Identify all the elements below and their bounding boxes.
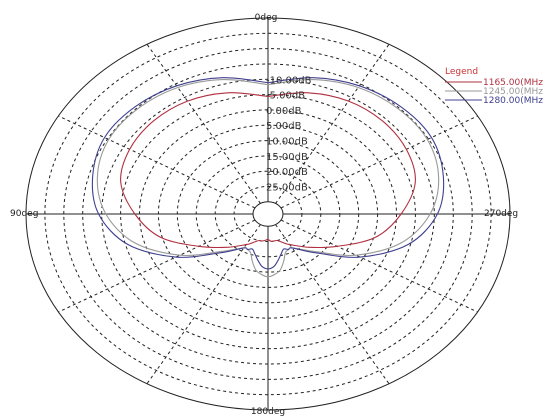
legend-title: Legend	[445, 67, 478, 77]
legend-entry: 1165.00(MHz	[483, 78, 543, 88]
series-line	[120, 92, 416, 249]
grid-spoke	[280, 219, 478, 313]
grid-spoke	[58, 115, 256, 209]
grid-spoke	[275, 44, 390, 204]
radial-tick-label: 10.00dB	[266, 137, 308, 148]
series-line	[91, 77, 445, 270]
radial-tick-label: -5.00dB	[266, 91, 305, 102]
angle-label-top: 0deg	[255, 13, 278, 23]
grid-spoke	[275, 224, 390, 384]
legend-entry: 1280.00(MHz	[483, 96, 543, 106]
radial-tick-label: -10.00dB	[266, 75, 312, 86]
radial-tick-labels: -10.00dB -5.00dB 0.00dB 5.00dB 10.00dB 15.00d…	[266, 75, 312, 193]
grid-ring	[252, 201, 284, 227]
angle-label-bottom: 180deg	[251, 407, 285, 417]
radial-tick-label: 0.00dB	[266, 106, 302, 117]
series-line	[96, 79, 440, 278]
grid-spoke	[146, 44, 261, 204]
radial-tick-label: 25.00dB	[266, 183, 308, 194]
series-group	[91, 77, 445, 278]
grid-spoke	[280, 115, 478, 209]
angle-label-right: 270deg	[484, 209, 518, 219]
radial-tick-label: 15.00dB	[266, 152, 308, 163]
radial-tick-label: 20.00dB	[266, 167, 308, 178]
grid-spoke	[58, 219, 256, 313]
legend-entry: 1245.00(MHz	[483, 87, 543, 97]
radial-tick-label: 5.00dB	[266, 121, 302, 132]
angle-label-left: 90deg	[10, 209, 38, 219]
polar-grid	[25, 17, 511, 411]
grid-spoke	[146, 224, 261, 384]
